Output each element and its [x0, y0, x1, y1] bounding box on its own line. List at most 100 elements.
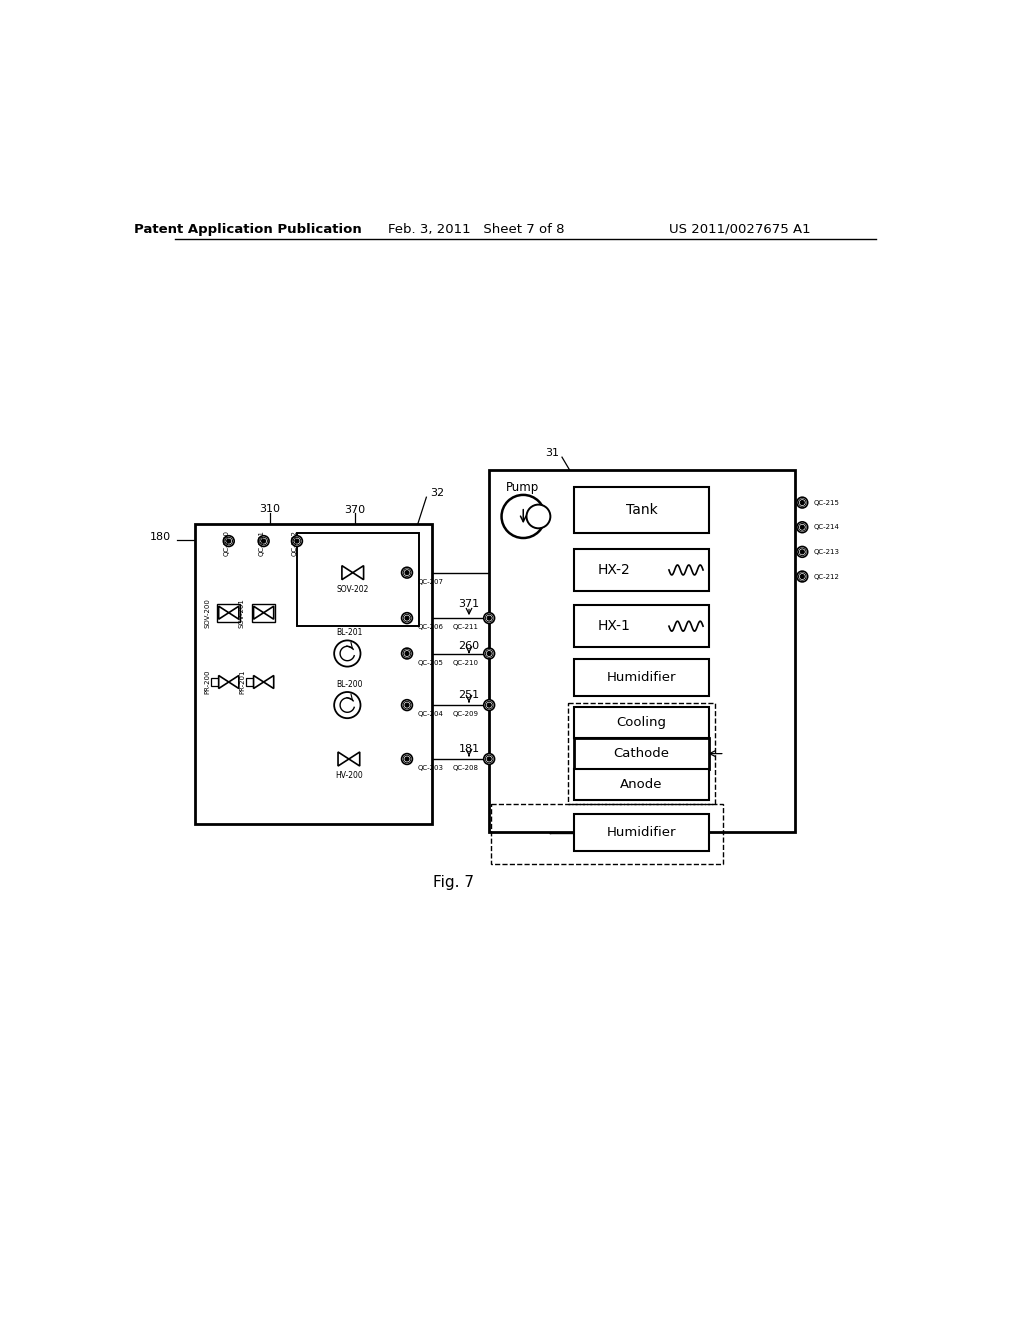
Polygon shape: [349, 752, 359, 766]
Circle shape: [797, 498, 808, 508]
Polygon shape: [219, 606, 228, 619]
Circle shape: [401, 648, 413, 659]
Circle shape: [526, 504, 550, 528]
Text: Cooling: Cooling: [616, 717, 667, 730]
Text: 180: 180: [150, 532, 171, 543]
Text: 31: 31: [545, 449, 559, 458]
Circle shape: [260, 537, 267, 545]
Text: SOV-202: SOV-202: [337, 585, 369, 594]
Bar: [297, 533, 419, 626]
Circle shape: [799, 499, 806, 507]
Bar: [211, 678, 219, 686]
Text: QC-215: QC-215: [814, 499, 840, 506]
Polygon shape: [228, 676, 239, 689]
Text: BL-201: BL-201: [337, 628, 362, 638]
Circle shape: [293, 537, 301, 545]
Text: US 2011/0027675 A1: US 2011/0027675 A1: [670, 223, 811, 236]
Bar: [573, 770, 710, 800]
Circle shape: [799, 548, 806, 556]
Polygon shape: [352, 566, 364, 579]
Bar: [252, 603, 275, 622]
Polygon shape: [263, 606, 273, 619]
Polygon shape: [263, 676, 273, 689]
Circle shape: [401, 568, 413, 578]
Bar: [196, 524, 432, 825]
Bar: [573, 487, 710, 533]
Circle shape: [334, 640, 360, 667]
Circle shape: [485, 614, 493, 622]
Polygon shape: [338, 752, 349, 766]
Bar: [573, 708, 710, 738]
Bar: [489, 470, 796, 832]
Text: HX-2: HX-2: [598, 562, 631, 577]
Text: QC-209: QC-209: [453, 711, 478, 717]
Bar: [573, 738, 710, 770]
Circle shape: [483, 612, 495, 623]
Polygon shape: [342, 566, 352, 579]
Circle shape: [292, 536, 302, 546]
Text: Humidifier: Humidifier: [606, 671, 676, 684]
Circle shape: [403, 701, 411, 709]
Circle shape: [404, 570, 409, 574]
Text: Feb. 3, 2011   Sheet 7 of 8: Feb. 3, 2011 Sheet 7 of 8: [388, 223, 565, 236]
Circle shape: [800, 500, 804, 504]
Circle shape: [485, 701, 493, 709]
Circle shape: [404, 652, 409, 656]
Circle shape: [226, 539, 230, 543]
Text: Tank: Tank: [626, 503, 657, 517]
Text: 370: 370: [344, 504, 366, 515]
Circle shape: [797, 521, 808, 532]
Circle shape: [401, 612, 413, 623]
Text: HX-1: HX-1: [597, 619, 631, 634]
Text: HV-200: HV-200: [335, 771, 362, 780]
Text: 181: 181: [459, 744, 479, 754]
Circle shape: [800, 574, 804, 578]
Text: QC-207: QC-207: [418, 579, 443, 585]
Circle shape: [485, 755, 493, 763]
Circle shape: [502, 495, 545, 539]
Circle shape: [404, 756, 409, 762]
Circle shape: [799, 573, 806, 581]
Circle shape: [334, 692, 360, 718]
Circle shape: [403, 614, 411, 622]
Text: QC-203: QC-203: [418, 766, 443, 771]
Circle shape: [225, 537, 232, 545]
Polygon shape: [254, 606, 263, 619]
Text: PR-200: PR-200: [204, 669, 210, 694]
Text: QC-211: QC-211: [453, 624, 478, 631]
Polygon shape: [228, 606, 239, 619]
Text: Patent Application Publication: Patent Application Publication: [134, 223, 362, 236]
Circle shape: [483, 754, 495, 764]
Text: QC-214: QC-214: [814, 524, 840, 531]
Polygon shape: [254, 676, 263, 689]
Text: 251: 251: [459, 690, 479, 700]
Circle shape: [485, 649, 493, 657]
Circle shape: [403, 755, 411, 763]
Circle shape: [404, 616, 409, 620]
Bar: [573, 659, 710, 696]
Bar: [573, 814, 710, 851]
Text: Humidifier: Humidifier: [606, 826, 676, 840]
Text: QC-208: QC-208: [453, 766, 478, 771]
Circle shape: [403, 649, 411, 657]
Circle shape: [797, 572, 808, 582]
Text: QC-212: QC-212: [814, 573, 840, 579]
Circle shape: [403, 569, 411, 577]
Text: QC-213: QC-213: [814, 549, 840, 554]
Circle shape: [487, 704, 492, 708]
Circle shape: [487, 652, 492, 656]
Text: Cathode: Cathode: [613, 747, 670, 760]
Circle shape: [401, 754, 413, 764]
Text: QC-202: QC-202: [292, 531, 298, 557]
Text: 371: 371: [459, 599, 479, 610]
Text: Anode: Anode: [621, 777, 663, 791]
Circle shape: [483, 700, 495, 710]
Text: PR-201: PR-201: [239, 669, 245, 694]
Text: QC-205: QC-205: [418, 660, 443, 665]
Circle shape: [261, 539, 265, 543]
Circle shape: [800, 550, 804, 554]
Text: 310: 310: [259, 504, 281, 513]
Circle shape: [404, 704, 409, 708]
Text: SOV-201: SOV-201: [239, 598, 245, 627]
Circle shape: [487, 756, 492, 762]
